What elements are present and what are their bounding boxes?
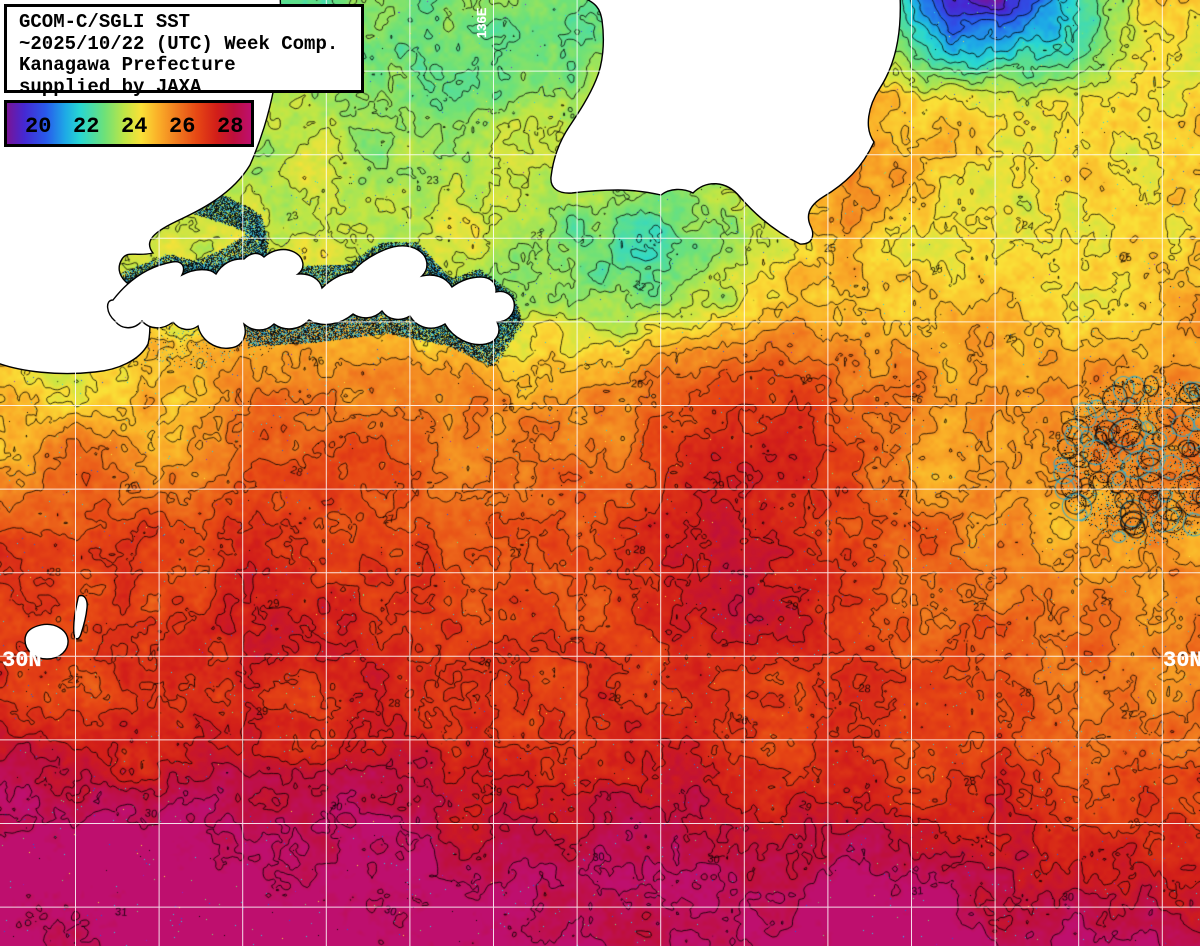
svg-text:136E: 136E [474,7,489,38]
svg-text:30N: 30N [2,648,42,673]
svg-text:30N: 30N [1163,648,1200,673]
